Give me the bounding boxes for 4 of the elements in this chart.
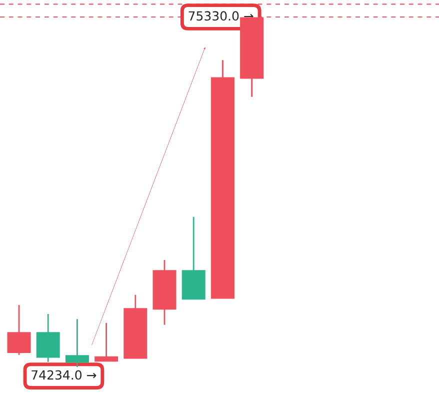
candlestick — [65, 318, 89, 368]
text: 74234.0 → — [32, 370, 96, 380]
candlestick — [7, 304, 31, 356]
candlestick — [94, 322, 118, 362]
